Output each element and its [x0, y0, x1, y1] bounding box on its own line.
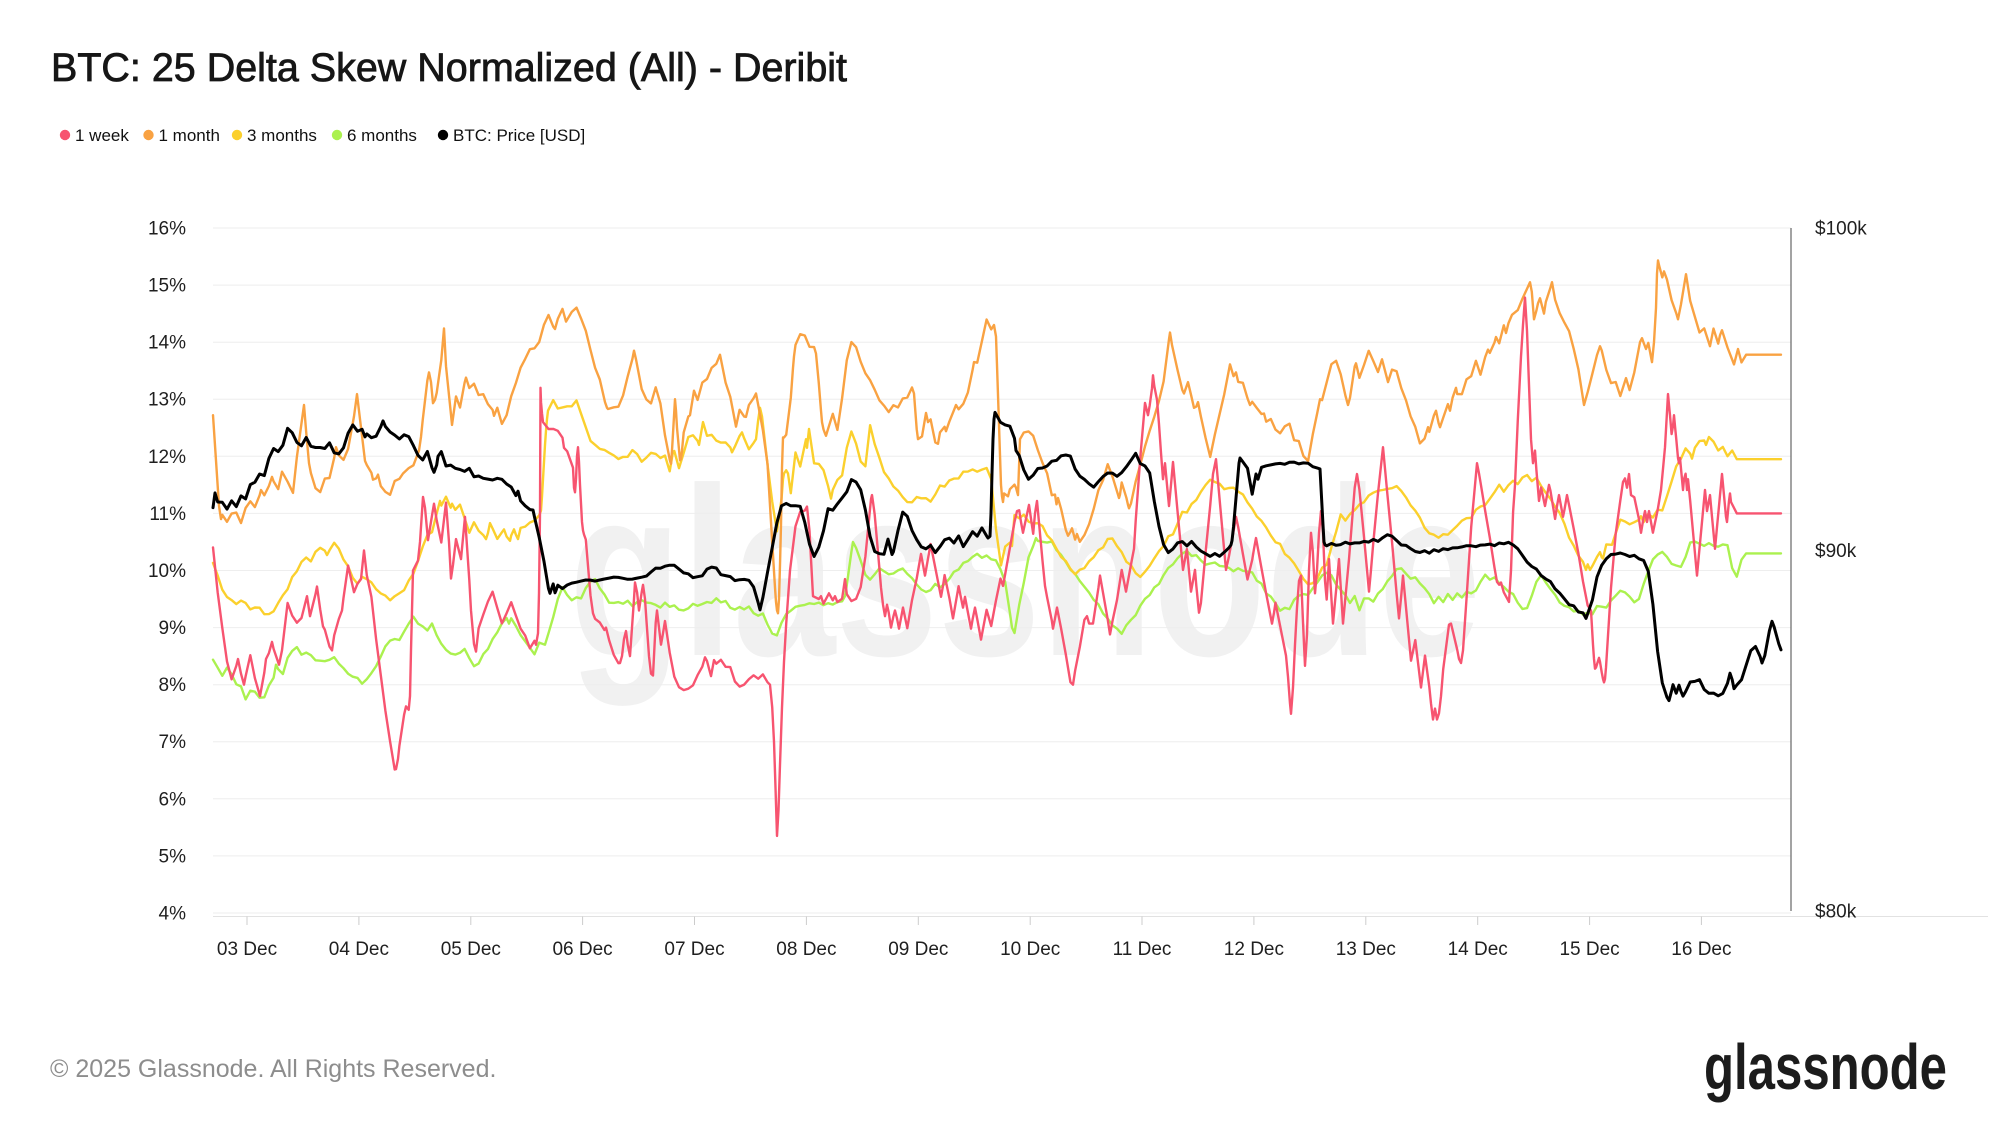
- svg-text:12 Dec: 12 Dec: [1224, 939, 1284, 960]
- svg-text:11 Dec: 11 Dec: [1113, 939, 1172, 960]
- svg-text:BTC: Price [USD]: BTC: Price [USD]: [453, 126, 585, 145]
- svg-text:13%: 13%: [148, 390, 186, 411]
- svg-text:03 Dec: 03 Dec: [217, 939, 277, 960]
- svg-text:$90k: $90k: [1815, 541, 1857, 562]
- svg-text:8%: 8%: [159, 675, 187, 696]
- svg-text:glassnode: glassnode: [1704, 1031, 1947, 1103]
- svg-text:4%: 4%: [159, 904, 187, 925]
- svg-text:13 Dec: 13 Dec: [1336, 939, 1396, 960]
- svg-text:$100k: $100k: [1815, 219, 1867, 240]
- svg-text:$80k: $80k: [1815, 902, 1857, 923]
- svg-text:© 2025 Glassnode. All Rights R: © 2025 Glassnode. All Rights Reserved.: [50, 1055, 496, 1083]
- svg-text:05 Dec: 05 Dec: [441, 939, 501, 960]
- svg-text:16%: 16%: [148, 219, 186, 240]
- svg-text:06 Dec: 06 Dec: [552, 939, 612, 960]
- svg-text:11%: 11%: [149, 504, 186, 525]
- svg-text:15%: 15%: [148, 276, 186, 297]
- svg-text:5%: 5%: [159, 846, 187, 867]
- svg-text:15 Dec: 15 Dec: [1559, 939, 1619, 960]
- svg-text:07 Dec: 07 Dec: [664, 939, 724, 960]
- svg-text:09 Dec: 09 Dec: [888, 939, 948, 960]
- svg-text:04 Dec: 04 Dec: [329, 939, 389, 960]
- svg-text:14%: 14%: [148, 333, 186, 354]
- svg-text:BTC: 25 Delta Skew Normalized: BTC: 25 Delta Skew Normalized (All) - De…: [51, 46, 847, 90]
- svg-text:16 Dec: 16 Dec: [1671, 939, 1731, 960]
- svg-text:1 month: 1 month: [159, 126, 220, 145]
- svg-text:08 Dec: 08 Dec: [776, 939, 836, 960]
- svg-text:1 week: 1 week: [75, 126, 129, 145]
- svg-text:10 Dec: 10 Dec: [1000, 939, 1060, 960]
- svg-text:6 months: 6 months: [347, 126, 417, 145]
- svg-text:12%: 12%: [148, 447, 186, 468]
- svg-text:10%: 10%: [148, 561, 186, 582]
- svg-text:14 Dec: 14 Dec: [1448, 939, 1508, 960]
- svg-text:7%: 7%: [159, 732, 187, 753]
- svg-text:3 months: 3 months: [247, 126, 317, 145]
- svg-text:6%: 6%: [159, 789, 187, 810]
- svg-text:9%: 9%: [159, 618, 187, 639]
